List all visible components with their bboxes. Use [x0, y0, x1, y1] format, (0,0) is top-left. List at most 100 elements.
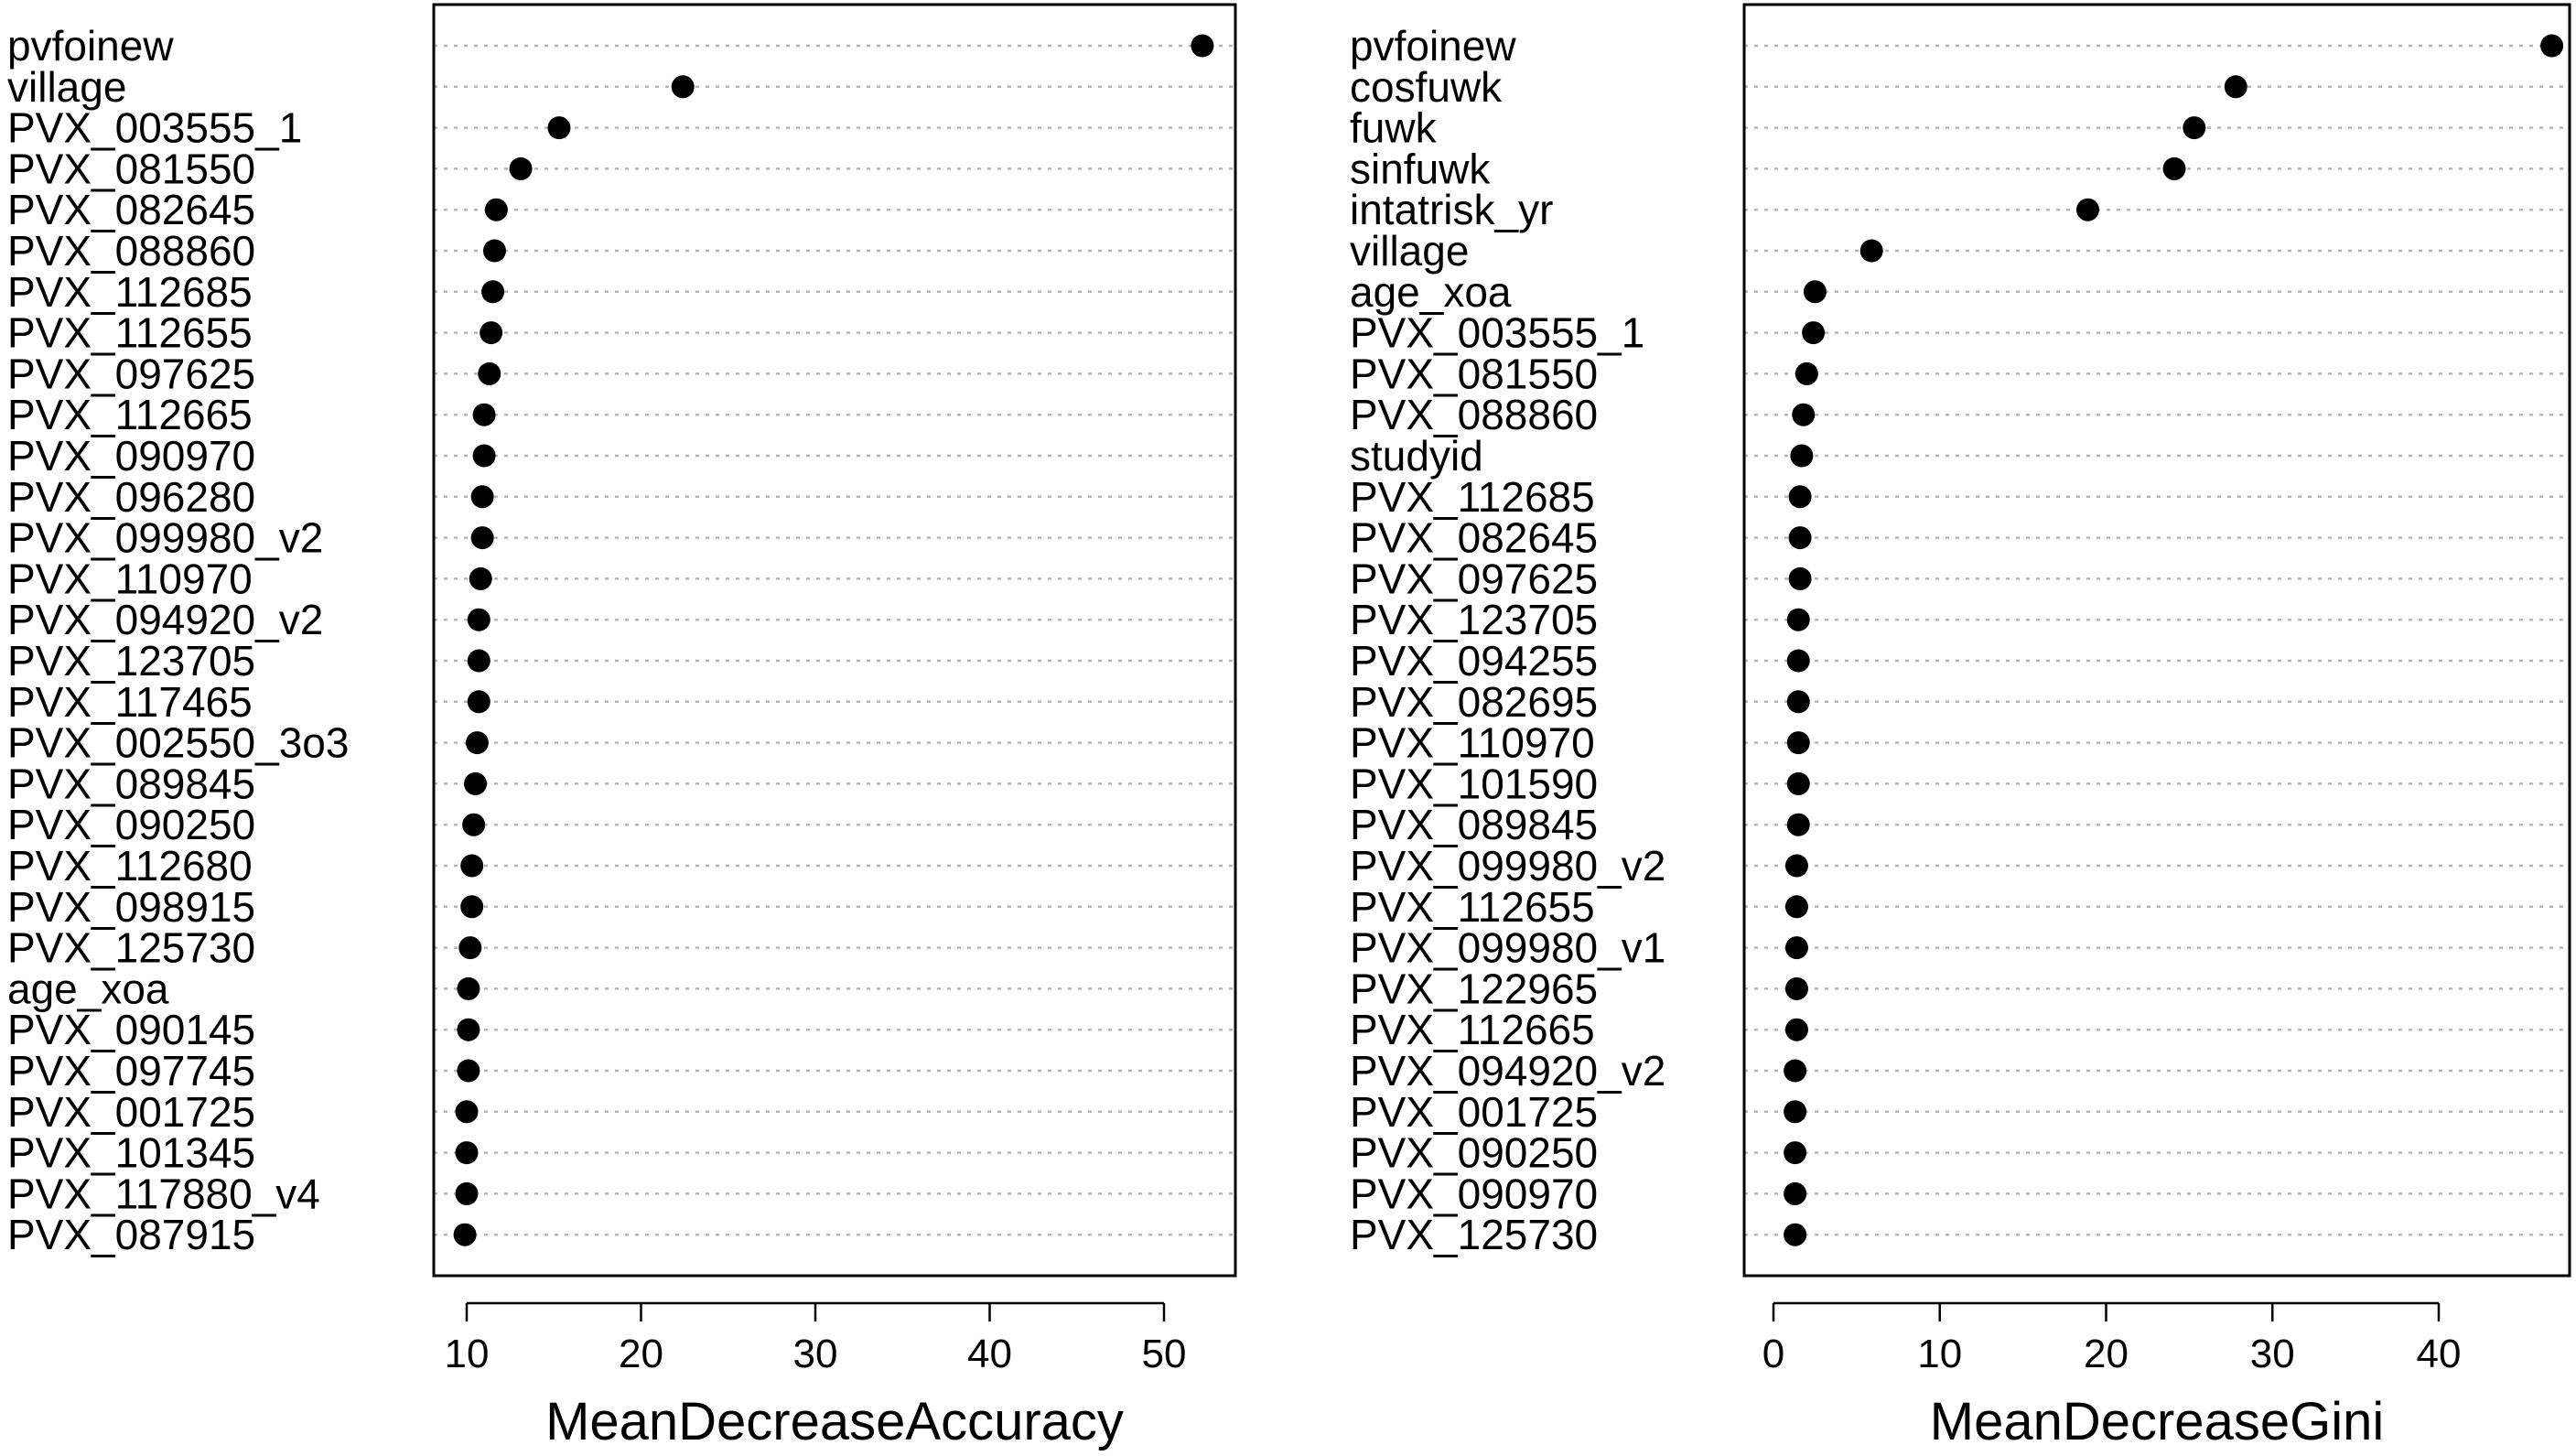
variable-label: PVX_097745 [7, 1047, 255, 1095]
variable-label: PVX_088860 [7, 227, 255, 275]
importance-point [482, 239, 506, 263]
accuracy-panel: pvfoinewvillagePVX_003555_1PVX_081550PVX… [7, 3, 1237, 1451]
variable-label: PVX_082645 [7, 186, 255, 233]
importance-point [1803, 280, 1827, 304]
importance-point [1788, 526, 1812, 550]
importance-point [1786, 731, 1810, 755]
importance-point [1786, 771, 1810, 795]
importance-point [464, 771, 488, 795]
variable-label: PVX_125730 [7, 924, 255, 972]
variable-label: cosfuwk [1350, 63, 1503, 111]
importance-point [1788, 566, 1812, 590]
variable-label: PVX_101590 [1350, 760, 1598, 807]
importance-point [481, 280, 505, 304]
importance-point [1786, 690, 1810, 714]
importance-point [457, 976, 480, 1000]
importance-point [1784, 1141, 1807, 1165]
variable-label: PVX_001725 [7, 1088, 255, 1136]
importance-point [547, 116, 571, 140]
importance-point [1786, 649, 1810, 673]
importance-point [1784, 854, 1808, 878]
x-tick-label: 0 [1762, 1332, 1784, 1376]
variable-label: PVX_112655 [7, 309, 253, 357]
variable-label: age_xoa [1350, 268, 1512, 316]
importance-point [1790, 444, 1814, 468]
variable-label: PVX_096280 [7, 473, 255, 521]
variable-label: PVX_123705 [1350, 596, 1598, 643]
variable-label: PVX_099980_v2 [7, 514, 323, 562]
importance-point [2076, 198, 2100, 221]
variable-label: age_xoa [7, 965, 169, 1012]
importance-point [1788, 485, 1812, 509]
variable-label: PVX_082645 [1350, 514, 1598, 562]
importance-point [470, 526, 494, 550]
variable-label: PVX_122965 [1350, 965, 1598, 1012]
variable-label: PVX_090970 [7, 432, 255, 480]
importance-point [462, 813, 486, 836]
variable-label: PVX_110970 [1350, 719, 1595, 767]
importance-point [467, 690, 490, 714]
importance-point [470, 485, 494, 509]
importance-point [509, 156, 533, 180]
x-tick-label: 30 [2250, 1332, 2295, 1376]
importance-point [1786, 813, 1810, 836]
variable-label: PVX_090250 [1350, 1129, 1598, 1177]
plot-frame [1742, 3, 2571, 1278]
variable-label: PVX_088860 [1350, 391, 1598, 438]
x-tick-label: 40 [967, 1332, 1012, 1376]
importance-point [457, 1059, 480, 1083]
variable-label: PVX_089845 [7, 760, 255, 807]
variable-label: PVX_097625 [7, 350, 255, 397]
variable-label: PVX_110970 [7, 555, 253, 602]
x-tick-label: 10 [445, 1332, 490, 1376]
variable-label: PVX_101345 [7, 1129, 255, 1177]
importance-point [1802, 321, 1826, 345]
x-tick-label: 10 [1917, 1332, 1962, 1376]
variable-label: PVX_003555_1 [1350, 309, 1644, 357]
importance-point [1784, 895, 1808, 919]
importance-point [465, 731, 489, 755]
importance-point [2162, 156, 2186, 180]
importance-point [1859, 239, 1883, 263]
importance-point [1792, 403, 1816, 426]
variable-label: PVX_112665 [1350, 1006, 1595, 1053]
variable-label: PVX_117880_v4 [7, 1170, 320, 1217]
variable-label: PVX_097625 [1350, 555, 1598, 602]
importance-point [2540, 34, 2564, 58]
variable-label: PVX_099980_v1 [1350, 924, 1665, 972]
importance-point [453, 1223, 477, 1246]
variable-label: PVX_094920_v2 [1350, 1047, 1665, 1095]
variable-label: village [7, 63, 126, 111]
variable-label: PVX_094255 [1350, 637, 1598, 685]
variable-label: PVX_099980_v2 [1350, 842, 1665, 890]
importance-point [460, 895, 484, 919]
importance-point [2183, 116, 2206, 140]
variable-label: PVX_081550 [1350, 350, 1598, 397]
gini-panel: pvfoinewcosfuwkfuwksinfuwkintatrisk_yrvi… [1350, 3, 2571, 1451]
importance-point [478, 361, 501, 385]
variable-label: PVX_112680 [7, 842, 253, 890]
importance-point [1784, 1100, 1807, 1124]
importance-point [455, 1181, 479, 1205]
variable-label: PVX_081550 [7, 145, 255, 192]
x-axis-title: MeanDecreaseGini [1930, 1392, 2384, 1451]
variable-label: PVX_090145 [7, 1006, 255, 1053]
variable-label: PVX_082695 [1350, 678, 1598, 726]
importance-point [1784, 1018, 1808, 1041]
variable-label: PVX_098915 [7, 883, 255, 931]
importance-point [480, 321, 503, 345]
variable-label: PVX_002550_3o3 [7, 719, 349, 767]
importance-point [472, 444, 496, 468]
variable-label: PVX_001725 [1350, 1088, 1598, 1136]
variable-label: intatrisk_yr [1350, 186, 1553, 233]
variable-label: PVX_090970 [1350, 1170, 1598, 1217]
x-tick-label: 30 [793, 1332, 838, 1376]
importance-point [458, 936, 482, 960]
importance-point [671, 75, 695, 99]
variable-label: PVX_003555_1 [7, 104, 302, 152]
importance-point [467, 608, 490, 631]
importance-point [484, 198, 508, 221]
importance-point [460, 854, 484, 878]
importance-point [1786, 608, 1810, 631]
variable-label: PVX_089845 [1350, 801, 1598, 848]
